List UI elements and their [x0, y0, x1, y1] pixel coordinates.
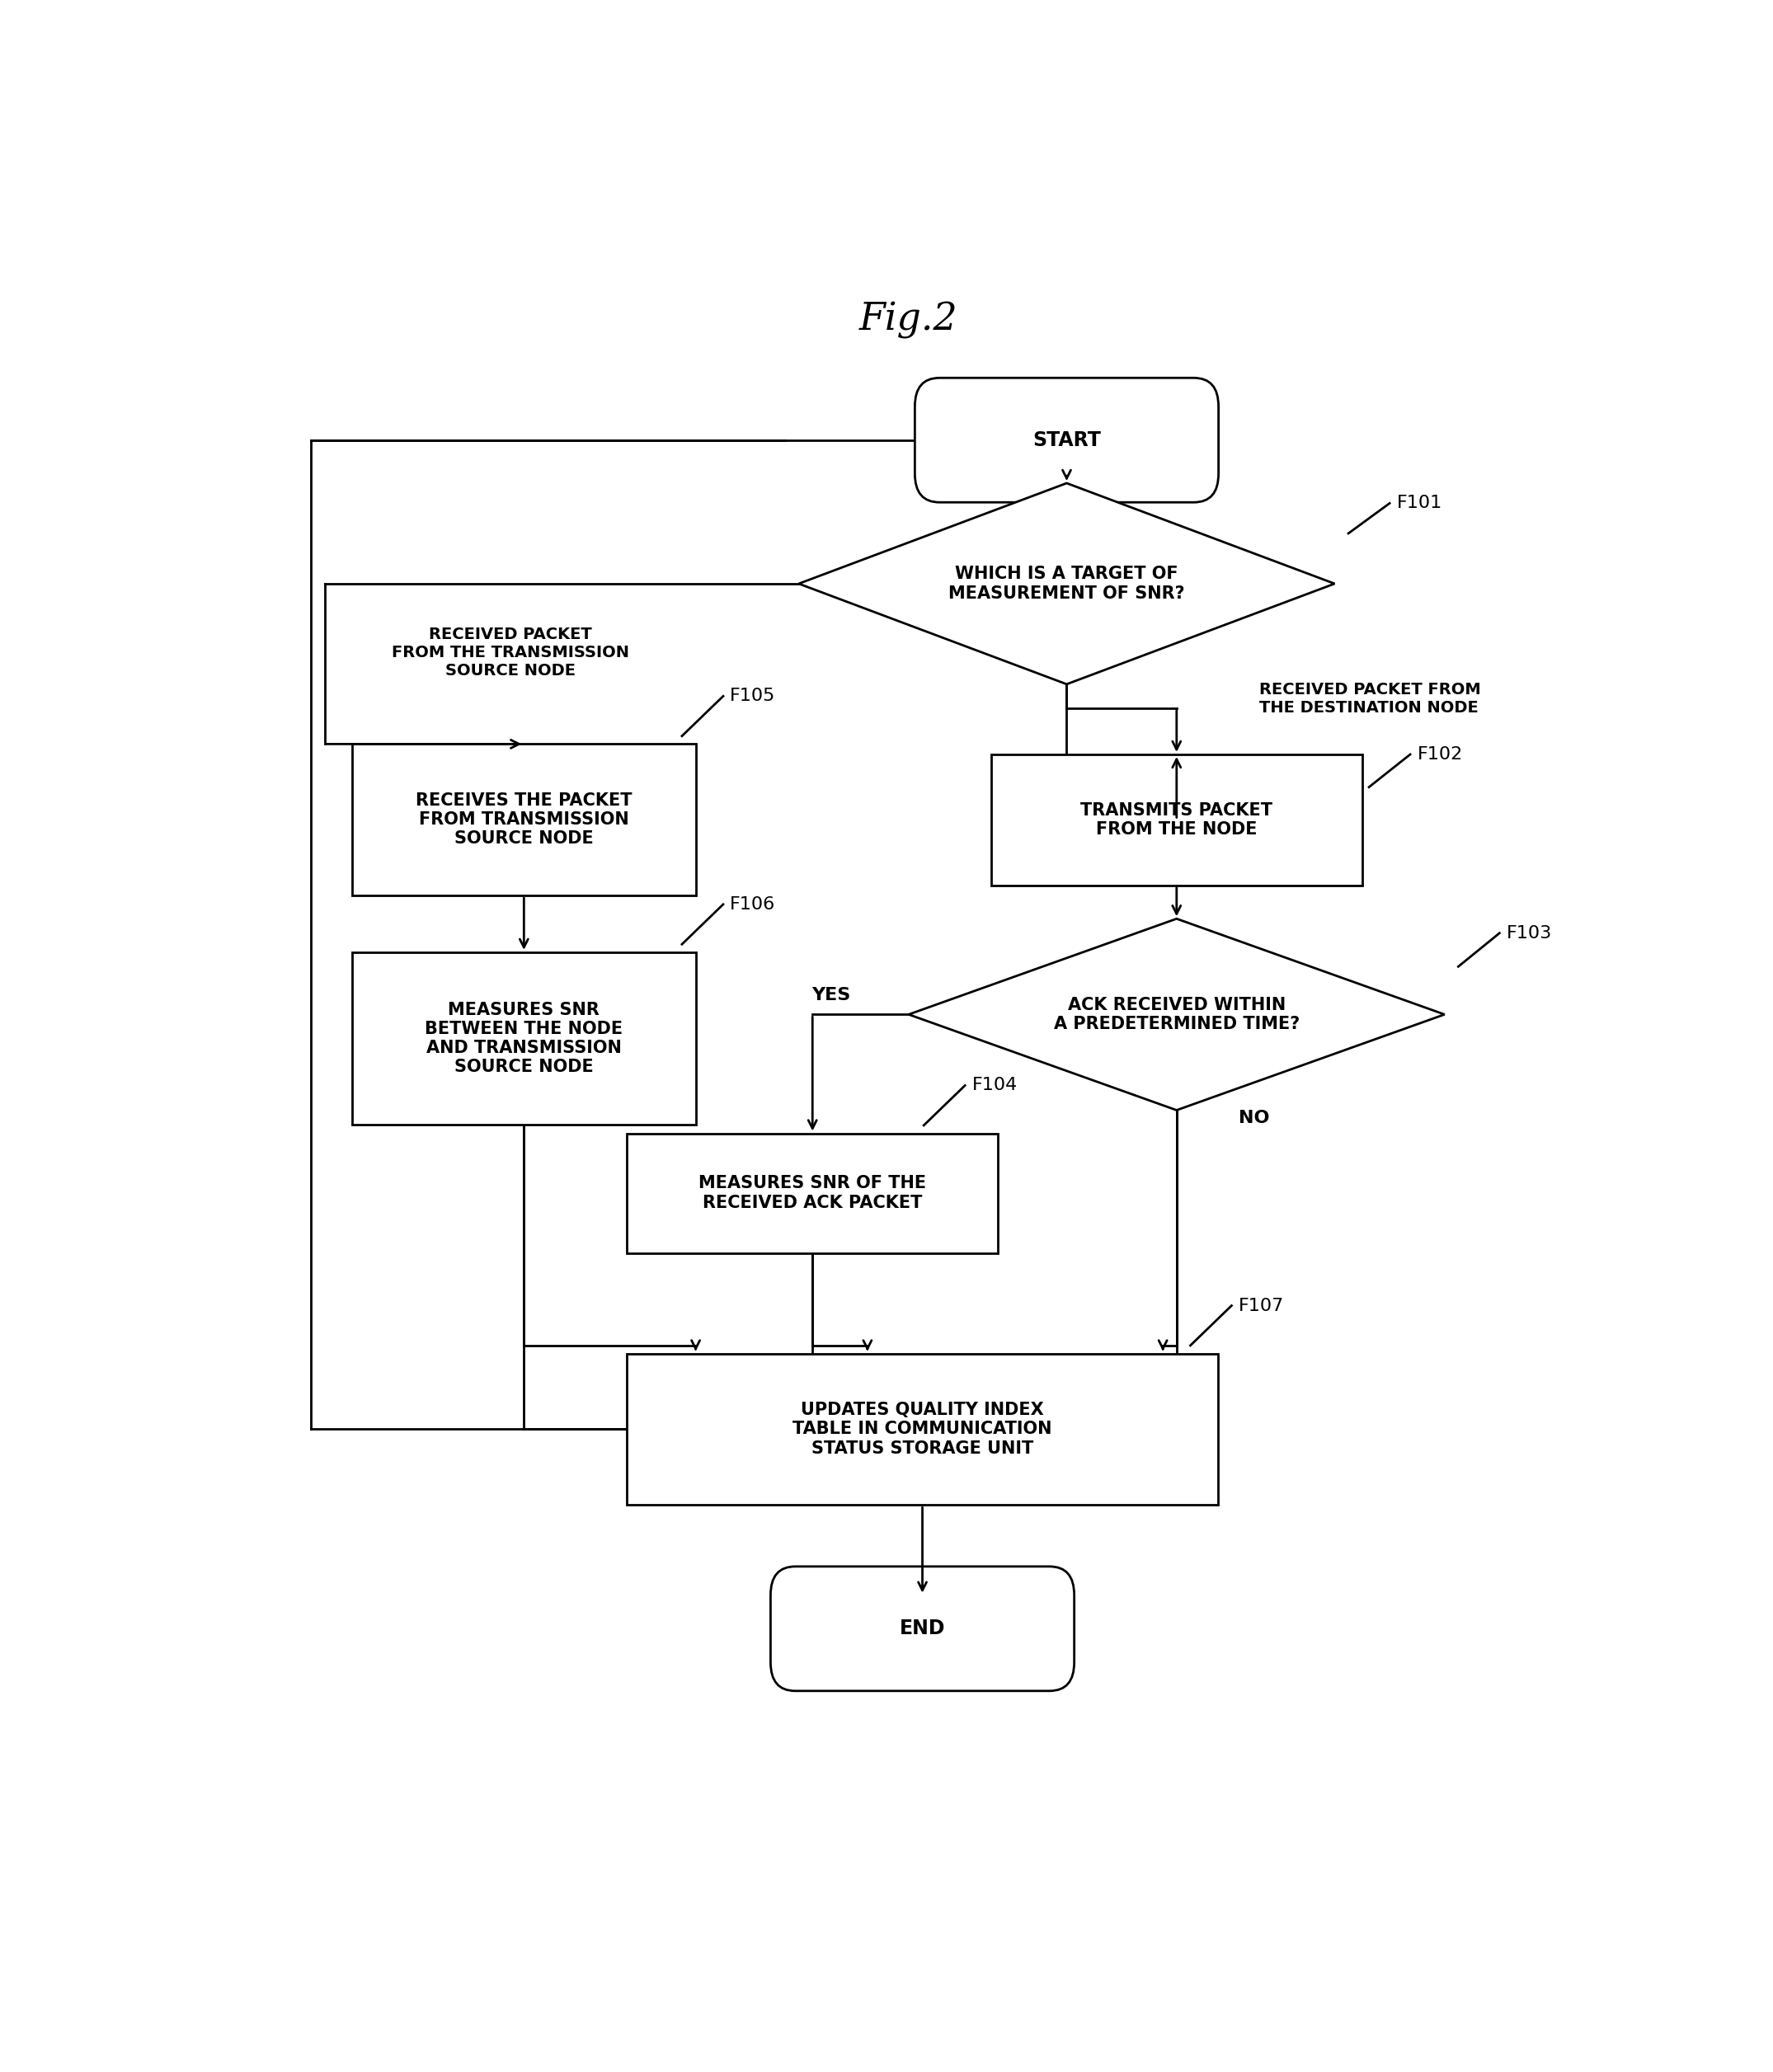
Bar: [353, 953, 695, 1125]
Text: START: START: [1032, 431, 1101, 450]
Bar: [628, 1133, 998, 1254]
Text: NO: NO: [1239, 1111, 1269, 1127]
Text: F101: F101: [1397, 495, 1441, 512]
Text: YES: YES: [812, 986, 851, 1003]
Text: RECEIVES THE PACKET
FROM TRANSMISSION
SOURCE NODE: RECEIVES THE PACKET FROM TRANSMISSION SO…: [415, 792, 633, 847]
Polygon shape: [798, 483, 1335, 684]
Bar: [353, 744, 695, 895]
Polygon shape: [910, 918, 1445, 1111]
Bar: [628, 1353, 1218, 1504]
Text: F103: F103: [1507, 924, 1551, 941]
FancyBboxPatch shape: [771, 1566, 1074, 1691]
Text: MEASURES SNR
BETWEEN THE NODE
AND TRANSMISSION
SOURCE NODE: MEASURES SNR BETWEEN THE NODE AND TRANSM…: [426, 1001, 622, 1075]
Bar: [991, 754, 1362, 885]
Text: RECEIVED PACKET FROM
THE DESTINATION NODE: RECEIVED PACKET FROM THE DESTINATION NOD…: [1259, 682, 1480, 715]
Text: WHICH IS A TARGET OF
MEASUREMENT OF SNR?: WHICH IS A TARGET OF MEASUREMENT OF SNR?: [949, 566, 1184, 601]
Text: F102: F102: [1417, 746, 1463, 762]
Text: F104: F104: [972, 1077, 1018, 1094]
Text: UPDATES QUALITY INDEX
TABLE IN COMMUNICATION
STATUS STORAGE UNIT: UPDATES QUALITY INDEX TABLE IN COMMUNICA…: [793, 1403, 1051, 1457]
Text: Fig.2: Fig.2: [860, 303, 957, 340]
Text: F107: F107: [1239, 1297, 1284, 1314]
Text: RECEIVED PACKET
FROM THE TRANSMISSION
SOURCE NODE: RECEIVED PACKET FROM THE TRANSMISSION SO…: [392, 626, 629, 678]
Text: TRANSMITS PACKET
FROM THE NODE: TRANSMITS PACKET FROM THE NODE: [1080, 802, 1273, 837]
Text: F106: F106: [730, 895, 775, 912]
FancyBboxPatch shape: [915, 377, 1218, 501]
Text: F105: F105: [730, 688, 777, 704]
Text: MEASURES SNR OF THE
RECEIVED ACK PACKET: MEASURES SNR OF THE RECEIVED ACK PACKET: [699, 1175, 926, 1210]
Text: END: END: [899, 1618, 945, 1639]
Text: ACK RECEIVED WITHIN
A PREDETERMINED TIME?: ACK RECEIVED WITHIN A PREDETERMINED TIME…: [1053, 997, 1300, 1032]
